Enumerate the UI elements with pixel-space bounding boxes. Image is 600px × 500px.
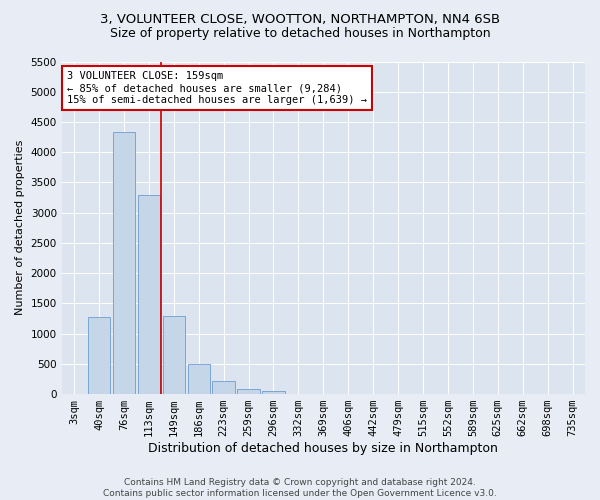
Text: 3 VOLUNTEER CLOSE: 159sqm
← 85% of detached houses are smaller (9,284)
15% of se: 3 VOLUNTEER CLOSE: 159sqm ← 85% of detac… <box>67 72 367 104</box>
Text: Contains HM Land Registry data © Crown copyright and database right 2024.
Contai: Contains HM Land Registry data © Crown c… <box>103 478 497 498</box>
X-axis label: Distribution of detached houses by size in Northampton: Distribution of detached houses by size … <box>148 442 498 455</box>
Y-axis label: Number of detached properties: Number of detached properties <box>15 140 25 316</box>
Bar <box>238 389 260 394</box>
Bar <box>212 381 235 394</box>
Bar <box>113 132 135 394</box>
Bar <box>188 364 210 394</box>
Bar <box>137 194 160 394</box>
Text: 3, VOLUNTEER CLOSE, WOOTTON, NORTHAMPTON, NN4 6SB: 3, VOLUNTEER CLOSE, WOOTTON, NORTHAMPTON… <box>100 12 500 26</box>
Bar <box>262 391 285 394</box>
Text: Size of property relative to detached houses in Northampton: Size of property relative to detached ho… <box>110 28 490 40</box>
Bar <box>88 318 110 394</box>
Bar <box>163 316 185 394</box>
